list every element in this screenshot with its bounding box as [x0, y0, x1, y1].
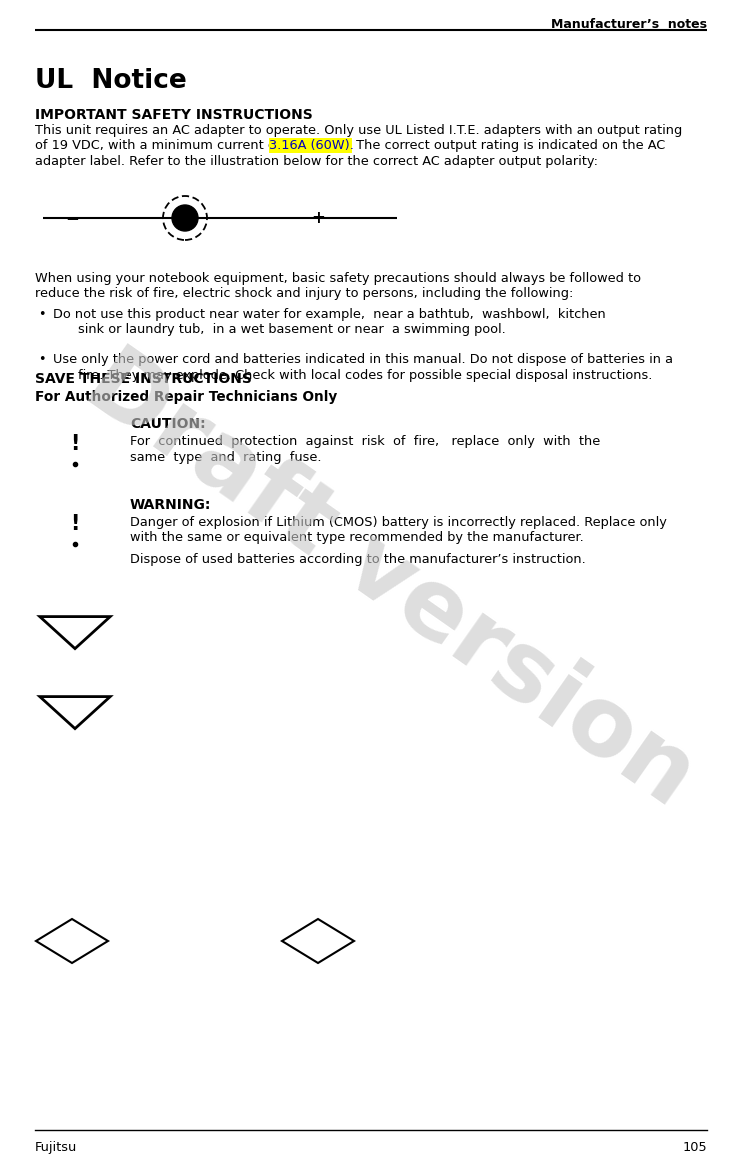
Text: !: !	[70, 433, 79, 454]
Text: UL  Notice: UL Notice	[35, 68, 187, 94]
Text: !: !	[70, 513, 79, 534]
Text: •: •	[38, 353, 45, 366]
Text: This unit requires an AC adapter to operate. Only use UL Listed I.T.E. adapters : This unit requires an AC adapter to oper…	[35, 124, 682, 137]
Text: For Authorized Repair Technicians Only: For Authorized Repair Technicians Only	[35, 389, 338, 404]
Text: The correct output rating is indicated on the AC: The correct output rating is indicated o…	[352, 139, 666, 153]
Text: When using your notebook equipment, basic safety precautions should always be fo: When using your notebook equipment, basi…	[35, 272, 641, 285]
Text: with the same or equivalent type recommended by the manufacturer.: with the same or equivalent type recomme…	[130, 532, 584, 545]
Text: •: •	[38, 308, 45, 321]
Text: 3.16A (60W).: 3.16A (60W).	[269, 139, 354, 153]
Text: reduce the risk of fire, electric shock and injury to persons, including the fol: reduce the risk of fire, electric shock …	[35, 287, 574, 300]
Text: Danger of explosion if Lithium (CMOS) battery is incorrectly replaced. Replace o: Danger of explosion if Lithium (CMOS) ba…	[130, 516, 667, 529]
Circle shape	[172, 205, 198, 231]
Text: sink or laundry tub,  in a wet basement or near  a swimming pool.: sink or laundry tub, in a wet basement o…	[78, 323, 506, 336]
Text: same  type  and  rating  fuse.: same type and rating fuse.	[130, 451, 321, 464]
Text: 105: 105	[683, 1140, 707, 1154]
Text: Draft version: Draft version	[68, 335, 712, 825]
Text: IMPORTANT SAFETY INSTRUCTIONS: IMPORTANT SAFETY INSTRUCTIONS	[35, 108, 312, 122]
Text: Fujitsu: Fujitsu	[35, 1140, 77, 1154]
Text: For  continued  protection  against  risk  of  fire,   replace  only  with  the: For continued protection against risk of…	[130, 435, 600, 449]
Text: Do not use this product near water for example,  near a bathtub,  washbowl,  kit: Do not use this product near water for e…	[53, 308, 605, 321]
Text: Manufacturer’s  notes: Manufacturer’s notes	[551, 19, 707, 31]
Text: Dispose of used batteries according to the manufacturer’s instruction.: Dispose of used batteries according to t…	[130, 553, 585, 566]
Bar	[269, 138, 352, 153]
Text: adapter label. Refer to the illustration below for the correct AC adapter output: adapter label. Refer to the illustration…	[35, 155, 598, 168]
Text: −: −	[65, 209, 79, 227]
Text: CAUTION:: CAUTION:	[130, 417, 206, 431]
Text: SAVE THESE INSTRUCTIONS: SAVE THESE INSTRUCTIONS	[35, 372, 252, 386]
Text: Use only the power cord and batteries indicated in this manual. Do not dispose o: Use only the power cord and batteries in…	[53, 353, 673, 366]
Text: WARNING:: WARNING:	[130, 498, 211, 512]
Text: of 19 VDC, with a minimum current of: of 19 VDC, with a minimum current of	[35, 139, 284, 153]
Text: +: +	[311, 209, 325, 227]
Text: fire. They may explode. Check with local codes for possible special disposal ins: fire. They may explode. Check with local…	[78, 369, 652, 382]
